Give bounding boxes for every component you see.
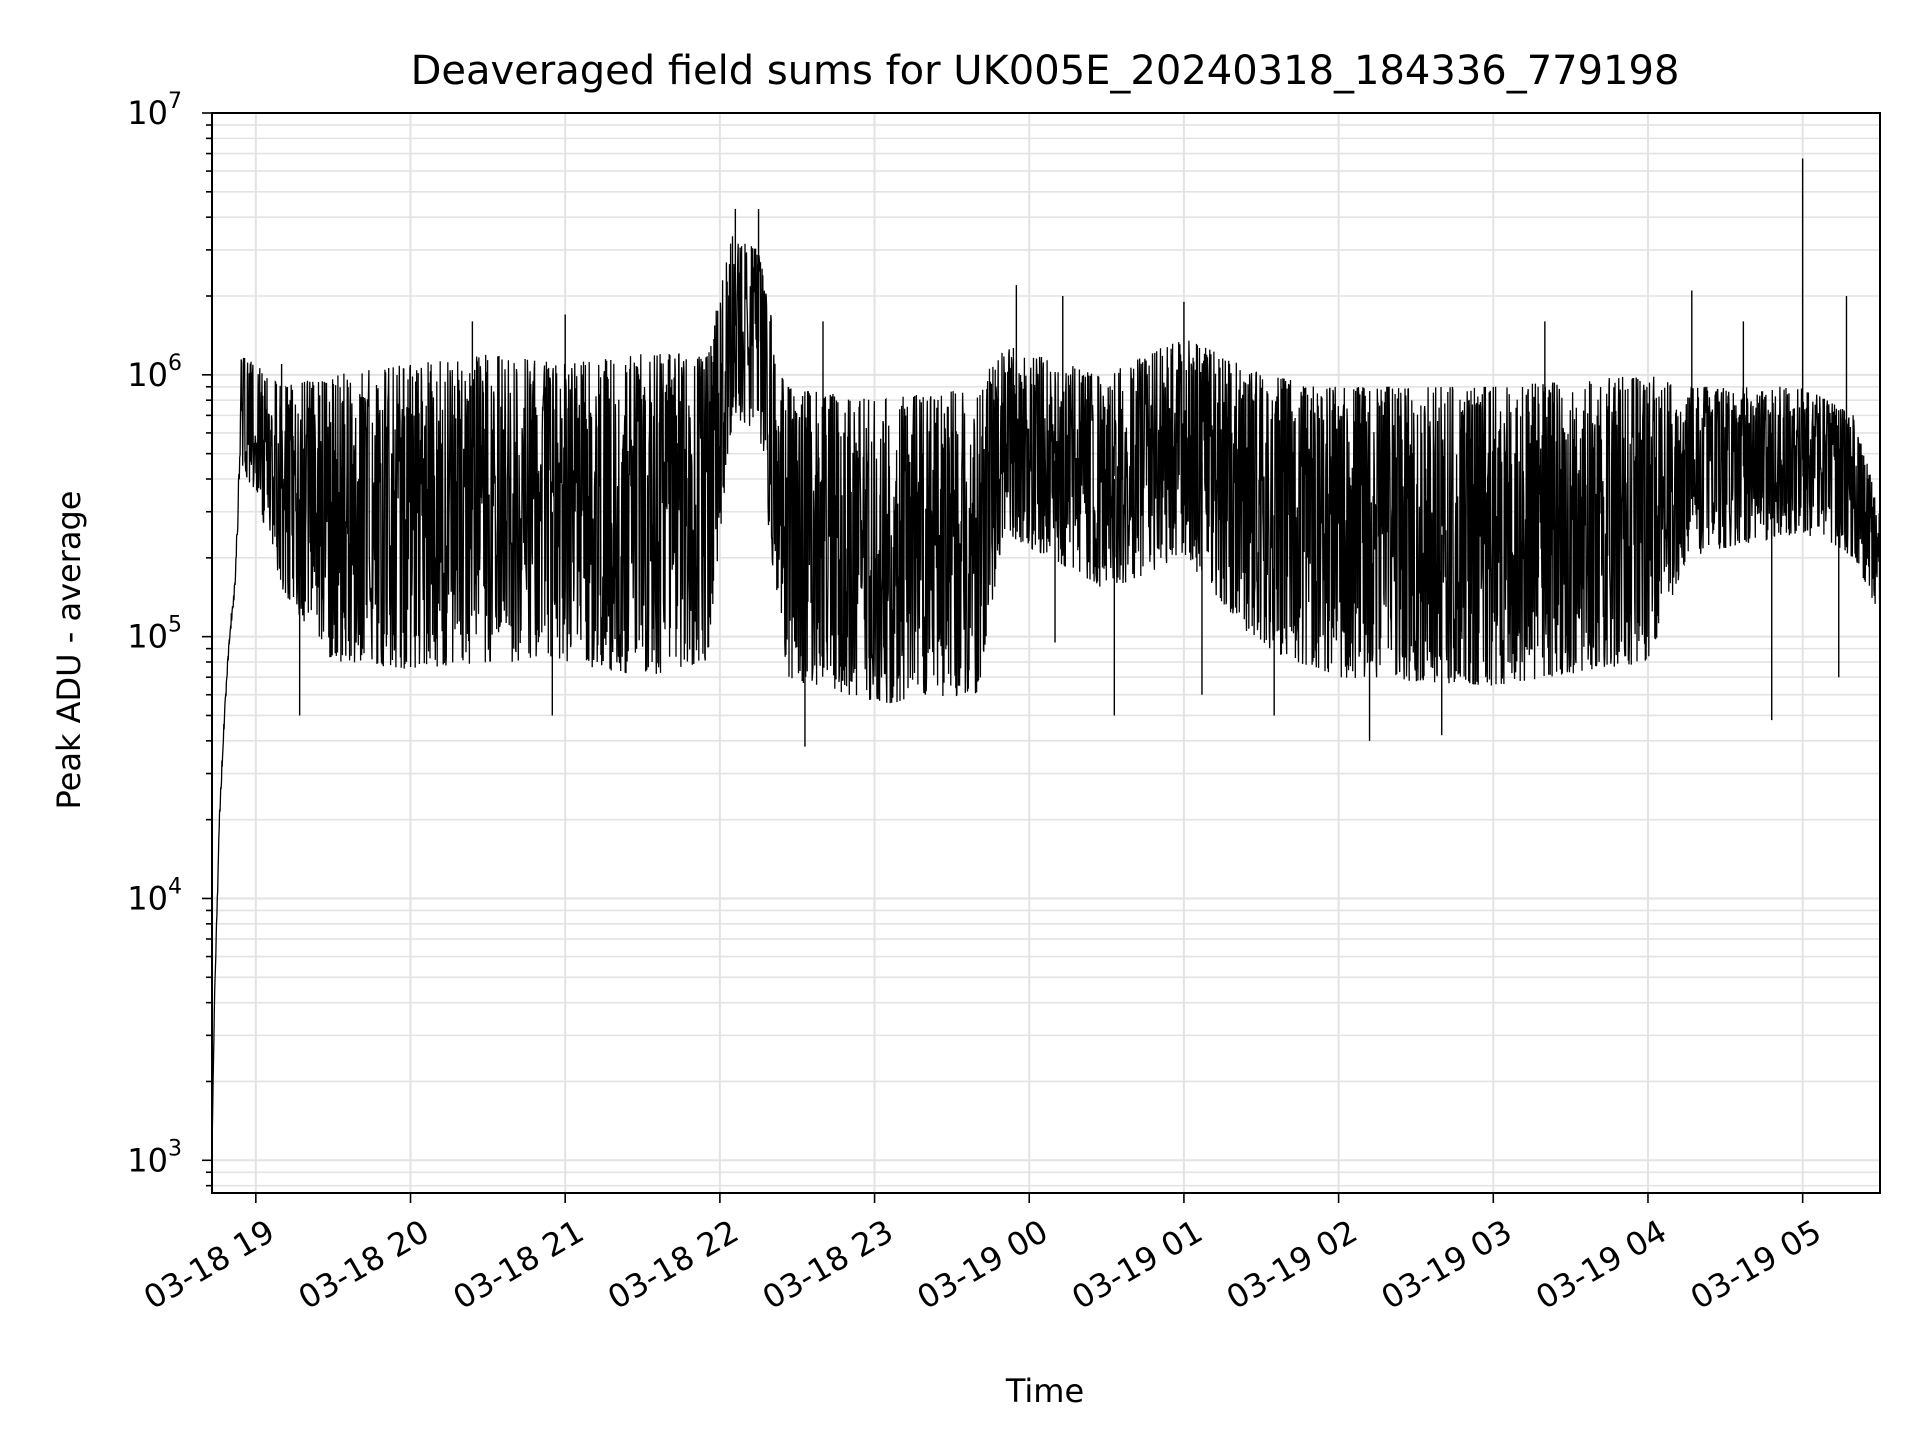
series-line (211, 236, 1881, 1150)
y-tick-label: 105 (127, 613, 182, 656)
y-tick-label: 104 (127, 874, 182, 917)
x-axis-label: Time (1005, 1372, 1084, 1410)
y-axis-label: Peak ADU - average (50, 491, 88, 810)
data-layer (211, 158, 1881, 1150)
y-tick-label: 106 (127, 351, 182, 394)
plot-frame (211, 112, 1881, 1194)
y-tick-label: 103 (127, 1136, 182, 1179)
grid-layer (212, 112, 1880, 1193)
y-tick-label: 107 (127, 89, 182, 132)
chart-title: Deaveraged field sums for UK005E_2024031… (411, 48, 1680, 94)
